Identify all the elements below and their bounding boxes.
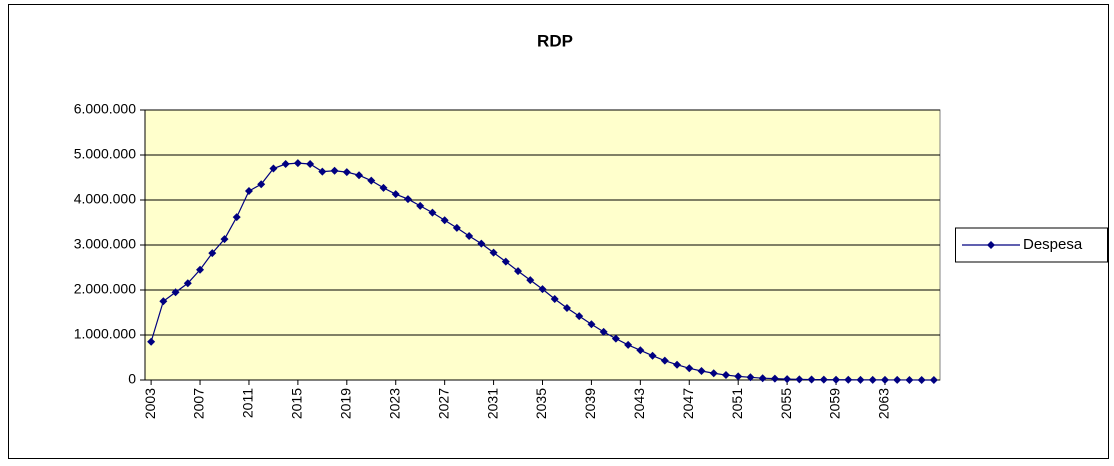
data-point [257, 180, 266, 189]
data-point [746, 373, 755, 382]
data-point [758, 374, 767, 383]
data-point [734, 372, 743, 381]
chart-title: RDP [537, 31, 573, 50]
data-point [721, 371, 730, 380]
data-point [550, 295, 559, 303]
data-point [905, 375, 914, 384]
data-point [342, 168, 351, 177]
data-point [624, 340, 633, 349]
data-point [440, 216, 449, 225]
data-point [489, 248, 498, 257]
data-point [477, 239, 486, 248]
data-point [465, 232, 474, 240]
x-tick-label: 2019 [338, 388, 354, 419]
data-point [611, 334, 620, 343]
legend-marker [987, 241, 995, 249]
x-tick-label: 2063 [876, 388, 892, 419]
data-point [526, 276, 535, 285]
data-point [183, 279, 192, 288]
data-point [562, 304, 571, 312]
y-tick-label: 0 [128, 371, 136, 387]
data-point [269, 164, 278, 173]
data-point [697, 367, 706, 375]
data-point [501, 257, 510, 266]
data-point [318, 167, 327, 176]
x-tick-label: 2035 [533, 388, 549, 419]
x-tick-label: 2015 [289, 388, 305, 419]
x-tick-label: 2059 [827, 388, 843, 419]
data-point [293, 159, 302, 168]
data-point [648, 351, 657, 360]
y-tick-label: 5.000.000 [74, 146, 136, 162]
y-tick-label: 2.000.000 [74, 281, 136, 297]
data-point [330, 166, 339, 175]
data-point [428, 208, 437, 217]
data-point [587, 320, 596, 329]
data-point [929, 376, 938, 384]
x-tick-label: 2051 [729, 388, 745, 419]
data-point [575, 312, 584, 321]
data-point [893, 375, 902, 384]
data-point [770, 374, 779, 383]
data-point [538, 285, 547, 294]
data-point [220, 235, 229, 244]
x-tick-label: 2023 [386, 388, 402, 419]
data-point [208, 249, 217, 258]
data-point [795, 375, 804, 384]
data-point [868, 375, 877, 384]
data-point [452, 223, 461, 232]
data-point [636, 346, 645, 355]
x-tick-label: 2027 [435, 388, 451, 419]
legend-label: Despesa [1023, 236, 1083, 253]
x-tick-label: 2031 [484, 388, 500, 419]
x-tick-label: 2039 [582, 388, 598, 419]
x-tick-label: 2055 [778, 388, 794, 419]
data-point [391, 190, 400, 199]
data-point [880, 375, 889, 384]
data-point [599, 327, 608, 336]
data-point [244, 187, 253, 195]
y-tick-label: 3.000.000 [74, 236, 136, 252]
x-tick-label: 2003 [142, 388, 158, 419]
data-point [917, 375, 926, 384]
data-point [416, 201, 425, 210]
x-tick-label: 2043 [631, 388, 647, 419]
data-point [673, 360, 682, 369]
data-point [856, 375, 865, 384]
x-tick-label: 2011 [240, 388, 256, 418]
y-tick-label: 6.000.000 [74, 101, 136, 117]
y-tick-label: 1.000.000 [74, 326, 136, 342]
data-point [819, 375, 828, 384]
x-tick-label: 2047 [680, 388, 696, 419]
data-point [171, 288, 180, 297]
data-point [685, 364, 694, 373]
data-point [844, 375, 853, 384]
data-point [709, 369, 718, 378]
data-point [367, 176, 376, 185]
data-point [832, 375, 841, 384]
data-point [232, 213, 241, 222]
data-point [355, 171, 364, 180]
data-point [147, 337, 156, 346]
x-tick-label: 2007 [191, 388, 207, 419]
y-tick-label: 4.000.000 [74, 191, 136, 207]
data-point [514, 267, 523, 276]
data-point [159, 297, 168, 306]
data-point [403, 195, 412, 204]
data-point [783, 375, 792, 384]
data-point [196, 265, 205, 274]
data-point [660, 356, 669, 365]
data-point [306, 160, 315, 168]
data-point [281, 160, 290, 168]
data-point [807, 375, 816, 384]
data-point [379, 183, 388, 192]
